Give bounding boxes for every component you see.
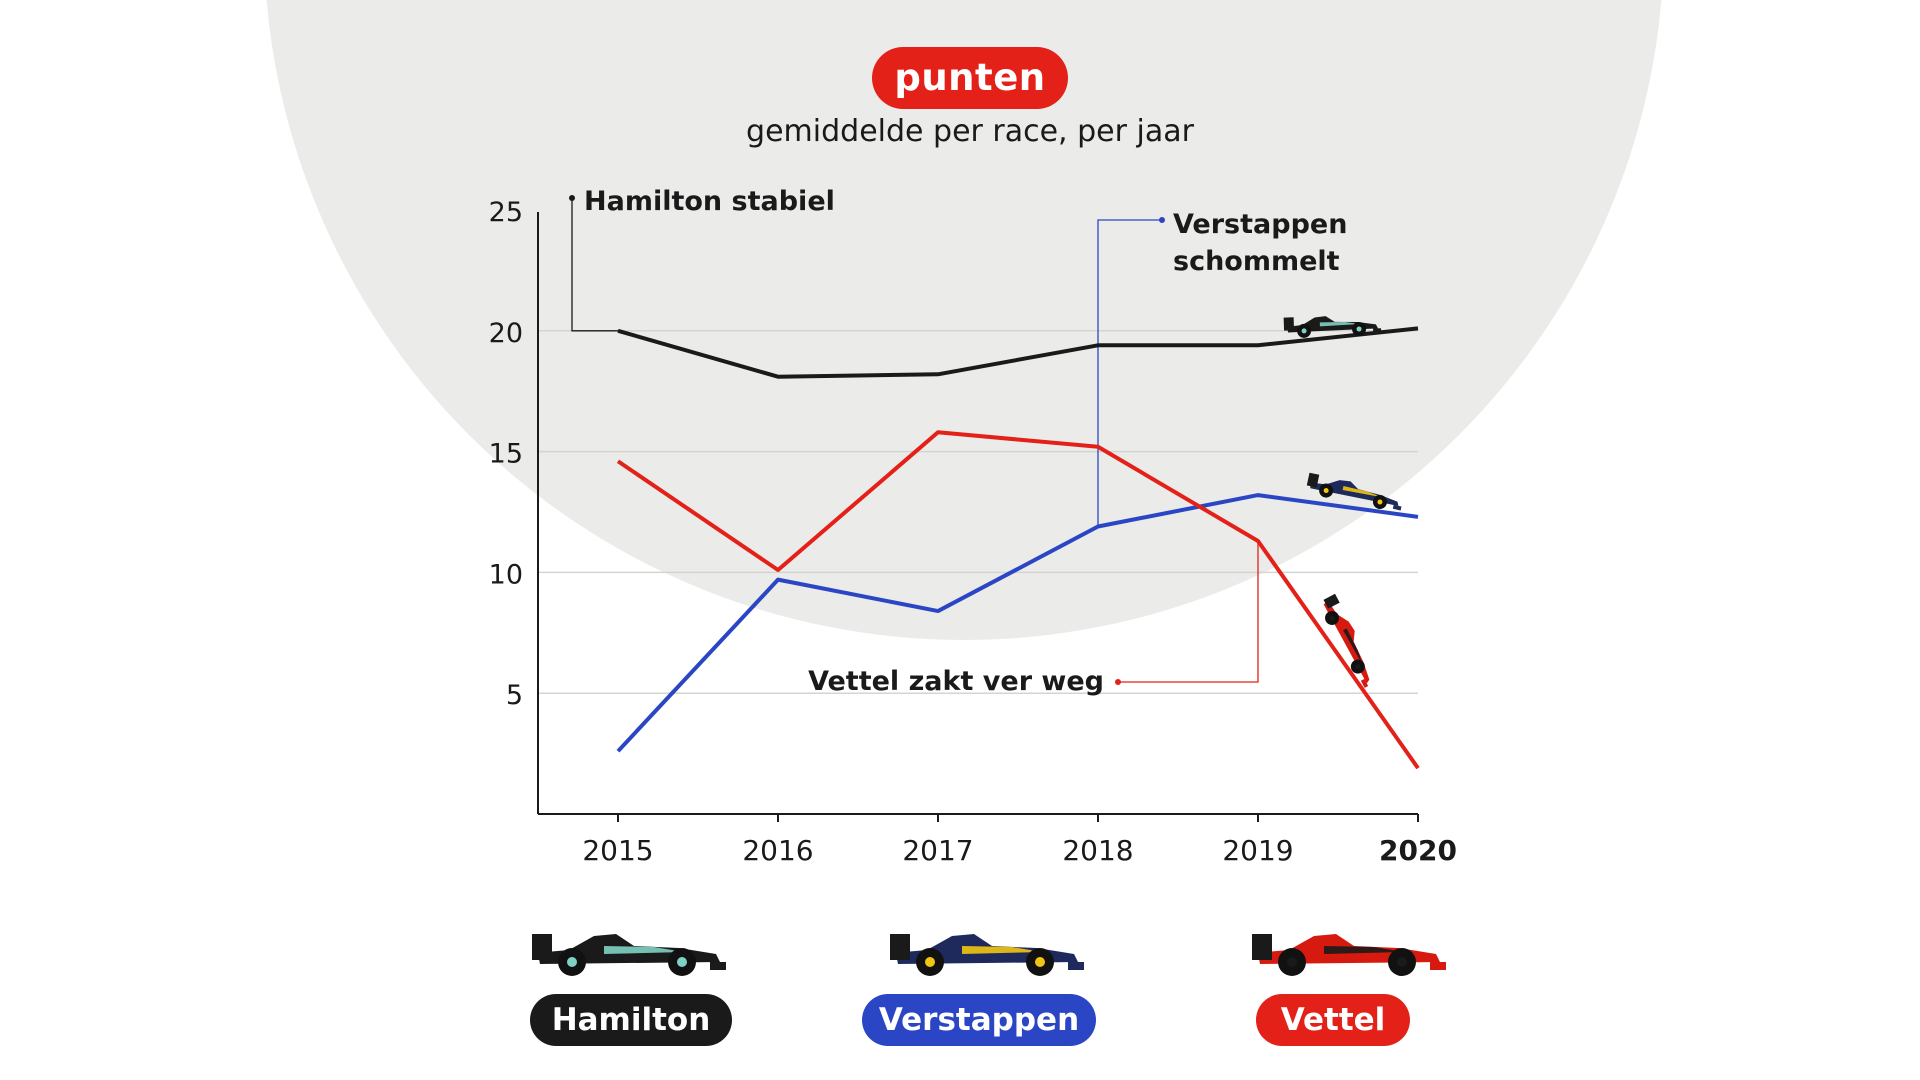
y-tick-label: 25 [489,197,523,228]
series-line-verstappen [616,493,1419,753]
mercedes-car-icon [1283,316,1382,338]
labels: 5 10 15 20 25 2015 2016 2017 2018 2019 2020 Hamilto… [489,186,1457,867]
axes [537,212,1419,822]
ferrari-car-icon [1252,934,1446,976]
annotation-text: Verstappen [1173,209,1347,240]
mercedes-car-icon [532,934,726,976]
redbull-car-icon [1306,472,1402,511]
y-tick-label: 10 [489,559,523,590]
x-tick-label: 2015 [582,834,653,867]
series-line-hamilton [617,326,1419,379]
annotation-leader [1097,219,1162,527]
legend-badge-hamilton: Hamilton [530,994,732,1046]
x-tick-label: 2017 [902,834,973,867]
legend-badge-verstappen: Verstappen [862,994,1096,1046]
chart-subtitle: gemiddelde per race, per jaar [746,114,1194,149]
chart-title: punten [872,47,1068,109]
x-tick-label: 2016 [742,834,813,867]
series-line-vettel [616,430,1420,770]
legend-badge-vettel: Vettel [1256,994,1410,1046]
annotation-dot [1159,217,1165,223]
y-tick-label: 20 [489,318,523,349]
line-end-cars [1283,316,1402,688]
series-lines [616,326,1420,770]
y-tick-label: 15 [489,439,523,470]
legend-cars [532,934,1446,976]
annotation-text: Vettel zakt ver weg [808,666,1104,697]
x-tick-label: 2019 [1222,834,1293,867]
redbull-car-icon [890,934,1084,976]
y-tick-label: 5 [506,680,523,711]
grid [538,330,1418,694]
annotation-text: schommelt [1173,246,1340,277]
ferrari-car-icon [1323,593,1370,688]
annotation-dot [1115,679,1121,685]
annotation-dot [569,195,575,201]
x-tick-label: 2020 [1379,834,1457,867]
annotation-text: Hamilton stabiel [584,186,835,217]
x-tick-label: 2018 [1062,834,1133,867]
annotation-leader [571,198,618,332]
